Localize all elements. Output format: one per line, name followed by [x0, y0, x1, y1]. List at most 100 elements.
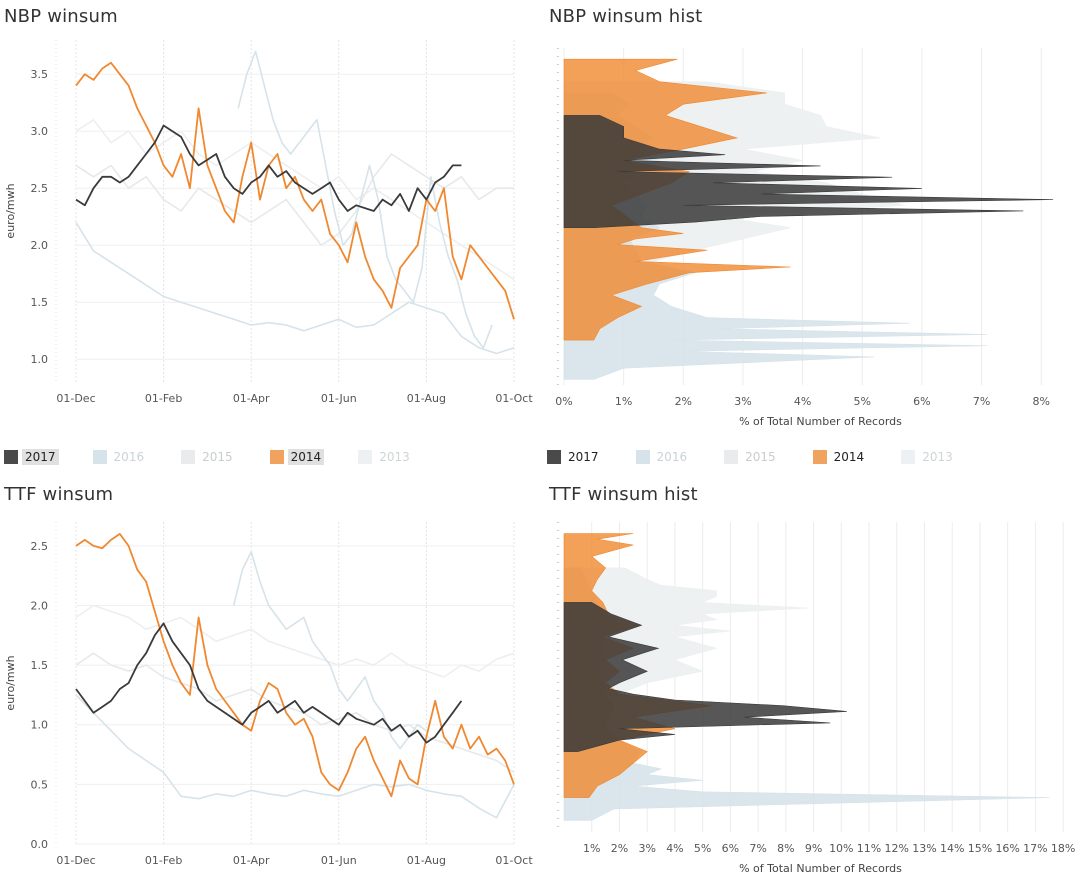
x-tick-label: 1% — [583, 842, 600, 855]
series-line-2016b — [232, 551, 427, 750]
legend-label: 2013 — [922, 450, 953, 464]
legend-swatch — [92, 450, 107, 464]
series-line-2016 — [75, 221, 515, 355]
x-tick-label: 6% — [722, 842, 739, 855]
x-tick-label: 6% — [913, 395, 930, 408]
x-tick-label: 0% — [555, 395, 572, 408]
legend-item-2017[interactable]: 2017 — [547, 449, 636, 465]
series-line-2016 — [75, 694, 515, 819]
series-line-2015 — [75, 153, 514, 246]
legend-item-2013[interactable]: 2013 — [901, 449, 990, 465]
series-line-2017 — [75, 124, 462, 212]
x-tick-label: 7% — [973, 395, 990, 408]
y-tick-label: 3.5 — [31, 68, 49, 81]
y-tick-label: 1.5 — [31, 659, 49, 672]
x-tick-label: 01-Aug — [407, 854, 446, 867]
legend-top-left: 2017 2016 2015 2014 2013 — [4, 449, 447, 465]
ttf-hist-panel: TTF winsum hist 1% 2% 3% 4% 5% 6% 7% 8% 9% 10% 11%… — [545, 478, 1084, 884]
legend-item-2015[interactable]: 2015 — [724, 449, 813, 465]
x-tick-label: 8% — [1032, 395, 1049, 408]
y-tick-label: 0.5 — [31, 778, 49, 791]
x-tick-label: 01-Jun — [321, 392, 357, 405]
y-tick-label: 3.0 — [31, 125, 49, 138]
legend-swatch — [901, 450, 916, 464]
ttf-hist-chart: 1% 2% 3% 4% 5% 6% 7% 8% 9% 10% 11% 12% 13% 14% 15% 16% 1… — [557, 522, 1075, 875]
series-line-2014 — [75, 533, 515, 798]
series-line-2014 — [75, 61, 515, 320]
x-tick-label: 16% — [995, 842, 1019, 855]
x-tick-label: 7% — [749, 842, 766, 855]
legend-label: 2017 — [568, 450, 599, 464]
series-line-2016b — [237, 50, 493, 349]
nbp-line-chart: 01-Dec 01-Feb 01-Apr 01-Jun 01-Aug 01-Oct 1.0 1… — [4, 40, 533, 405]
x-tick-label: 12% — [885, 842, 909, 855]
y-tick-label: 2.5 — [31, 540, 49, 553]
legend-label: 2015 — [202, 450, 233, 464]
legend-top-right: 2017 2016 2015 2014 2013 — [547, 449, 990, 465]
nbp-hist-chart: 0% 1% 2% 3% 4% 5% 6% 7% 8% % of Total Number of R… — [555, 48, 1054, 428]
x-tick-label: 10% — [829, 842, 853, 855]
legend-item-2015[interactable]: 2015 — [181, 449, 270, 465]
legend-item-2014[interactable]: 2014 — [812, 449, 902, 465]
x-tick-label: 4% — [666, 842, 683, 855]
ttf-line-chart: 01-Dec 01-Feb 01-Apr 01-Jun 01-Aug 01-Oct 0.0 0… — [4, 522, 533, 867]
x-tick-label: 3% — [734, 395, 751, 408]
x-tick-label: 01-Dec — [56, 392, 95, 405]
legend-swatch — [269, 450, 284, 464]
x-tick-label: 4% — [794, 395, 811, 408]
x-tick-label: 2% — [611, 842, 628, 855]
legend-swatch — [812, 450, 827, 464]
nbp-line-panel: NBP winsum 01-Dec 01-Feb 01-Apr 01-Jun 01-Au… — [0, 0, 540, 440]
series-line-2013 — [75, 119, 515, 281]
x-tick-label: 01-Oct — [495, 854, 533, 867]
x-tick-label: 18% — [1051, 842, 1075, 855]
x-tick-label: 3% — [638, 842, 655, 855]
x-tick-label: 5% — [694, 842, 711, 855]
legend-item-2017[interactable]: 2017 — [4, 449, 93, 465]
series-line-2015 — [75, 652, 515, 774]
legend-label: 2017 — [22, 449, 59, 465]
y-tick-label: 1.5 — [31, 296, 49, 309]
legend-swatch — [635, 450, 650, 464]
y-tick-label: 2.5 — [31, 182, 49, 195]
legend-item-2014[interactable]: 2014 — [269, 449, 359, 465]
x-tick-label: 01-Dec — [56, 854, 95, 867]
x-tick-label: 11% — [857, 842, 881, 855]
x-tick-label: 8% — [777, 842, 794, 855]
x-tick-label: 01-Apr — [233, 854, 270, 867]
x-tick-label: 13% — [912, 842, 936, 855]
ttf-line-title: TTF winsum — [4, 484, 114, 505]
x-tick-label: 2% — [675, 395, 692, 408]
x-tick-label: 01-Feb — [145, 854, 182, 867]
nbp-line-title: NBP winsum — [4, 6, 118, 27]
legend-swatch — [181, 450, 196, 464]
legend-swatch — [547, 450, 561, 464]
series-area-2017 — [563, 602, 847, 752]
x-tick-label: 01-Feb — [145, 392, 182, 405]
x-tick-label: 9% — [805, 842, 822, 855]
x-tick-label: 01-Apr — [233, 392, 270, 405]
legend-swatch — [358, 450, 373, 464]
x-tick-label: 01-Aug — [407, 392, 446, 405]
x-tick-label: 01-Jun — [321, 854, 357, 867]
x-tick-label: 17% — [1023, 842, 1047, 855]
legend-label: 2015 — [745, 450, 776, 464]
series-line-2017 — [75, 622, 463, 744]
x-tick-label: 5% — [854, 395, 871, 408]
x-tick-label: 1% — [615, 395, 632, 408]
legend-item-2016[interactable]: 2016 — [92, 449, 182, 465]
x-tick-label: 15% — [968, 842, 992, 855]
legend-swatch — [4, 450, 18, 464]
legend-item-2013[interactable]: 2013 — [358, 449, 447, 465]
legend-item-2016[interactable]: 2016 — [635, 449, 725, 465]
x-axis-label: % of Total Number of Records — [739, 415, 902, 428]
legend-label: 2016 — [656, 450, 688, 464]
series-area-2017 — [563, 115, 1054, 228]
y-tick-label: 2.0 — [31, 599, 49, 612]
legend-label: 2016 — [113, 450, 145, 464]
y-axis-label: euro/mwh — [4, 183, 17, 238]
ttf-line-panel: TTF winsum 01-Dec 01-Feb 01-Apr 01-Jun 01-Au… — [0, 478, 540, 884]
legend-swatch — [724, 450, 739, 464]
x-tick-label: 01-Oct — [495, 392, 533, 405]
legend-label: 2014 — [833, 450, 865, 464]
